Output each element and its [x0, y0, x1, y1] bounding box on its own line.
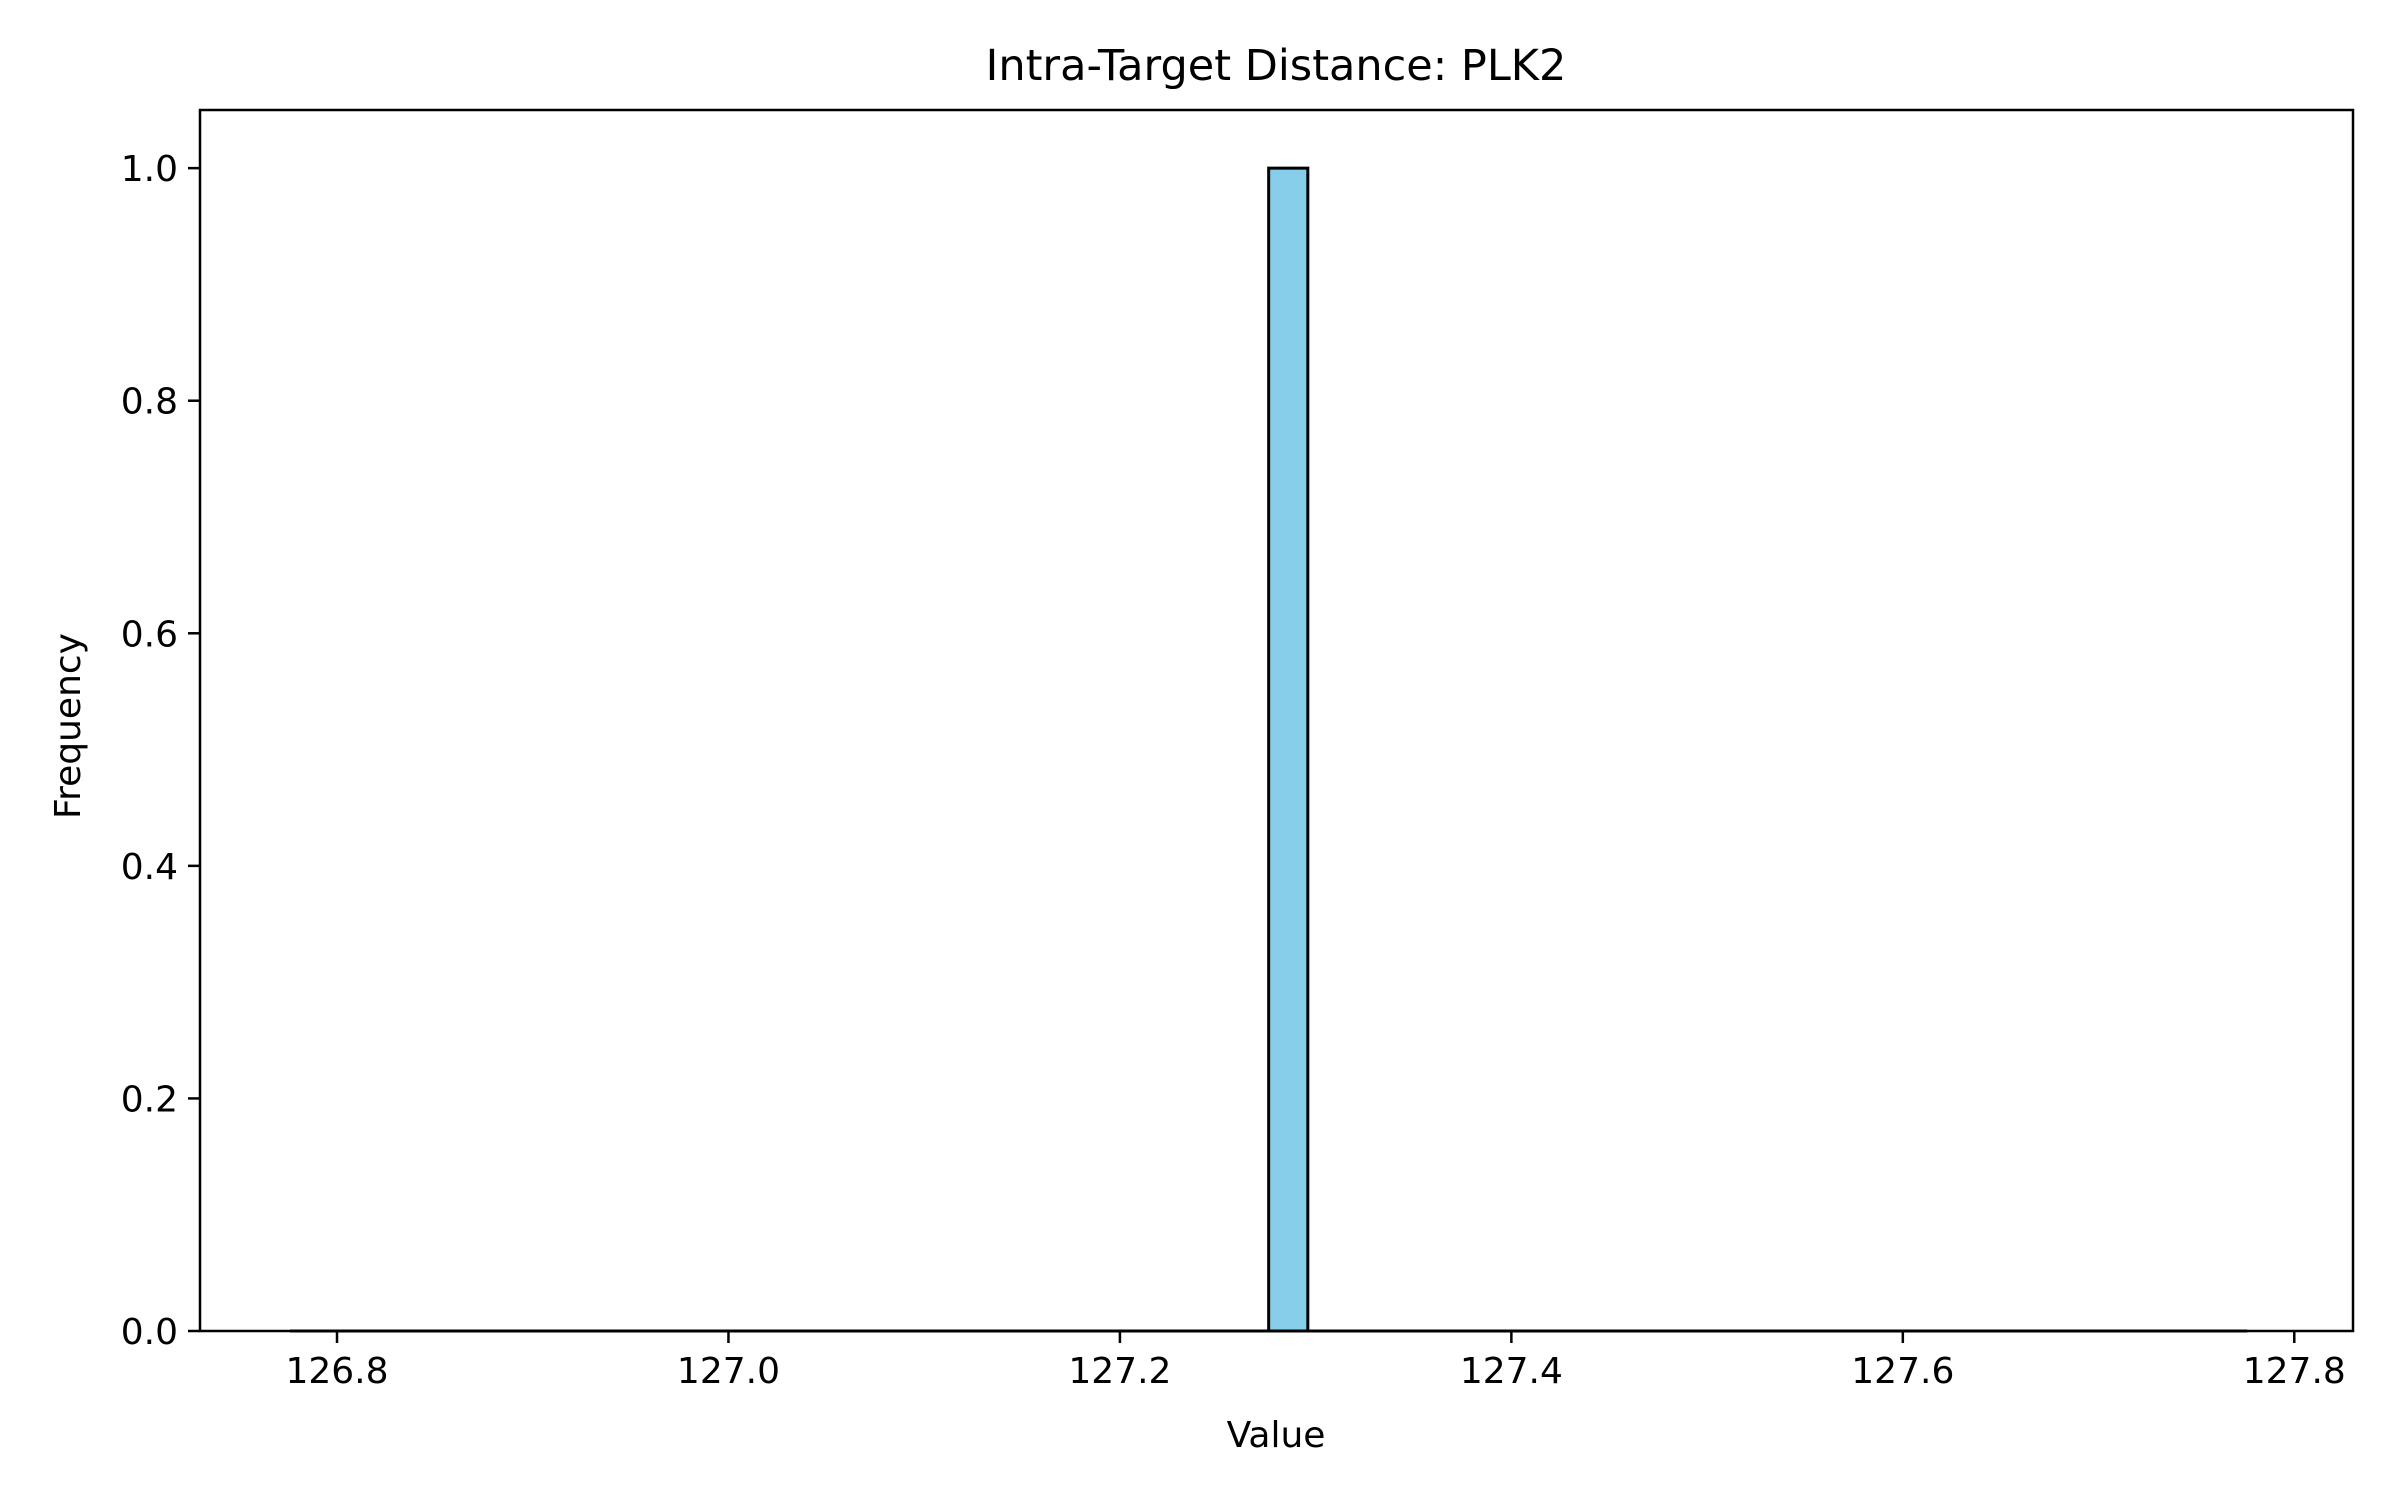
x-tick-label: 127.2	[1068, 1351, 1171, 1392]
y-tick-label: 0.8	[121, 382, 178, 423]
x-axis-ticks: 126.8 127.0 127.2 127.4 127.6 127.8	[285, 1331, 2346, 1392]
histogram-bars	[290, 166, 2248, 1333]
x-axis-label: Value	[1227, 1415, 1326, 1456]
x-tick-label: 126.8	[285, 1351, 388, 1392]
y-tick-label: 0.2	[121, 1079, 178, 1120]
y-axis-label: Frequency	[48, 633, 89, 819]
x-tick-label: 127.6	[1851, 1351, 1954, 1392]
y-tick-label: 0.6	[121, 614, 178, 655]
histogram-bar	[1267, 166, 1310, 1333]
y-tick-label: 0.0	[121, 1312, 178, 1353]
chart-title: Intra-Target Distance: PLK2	[986, 41, 1567, 91]
y-axis-ticks: 0.0 0.2 0.4 0.6 0.8 1.0	[121, 149, 200, 1353]
y-tick-label: 0.4	[121, 847, 178, 888]
x-tick-label: 127.0	[677, 1351, 780, 1392]
x-tick-label: 127.4	[1460, 1351, 1563, 1392]
y-tick-label: 1.0	[121, 149, 178, 190]
x-tick-label: 127.8	[2243, 1351, 2346, 1392]
